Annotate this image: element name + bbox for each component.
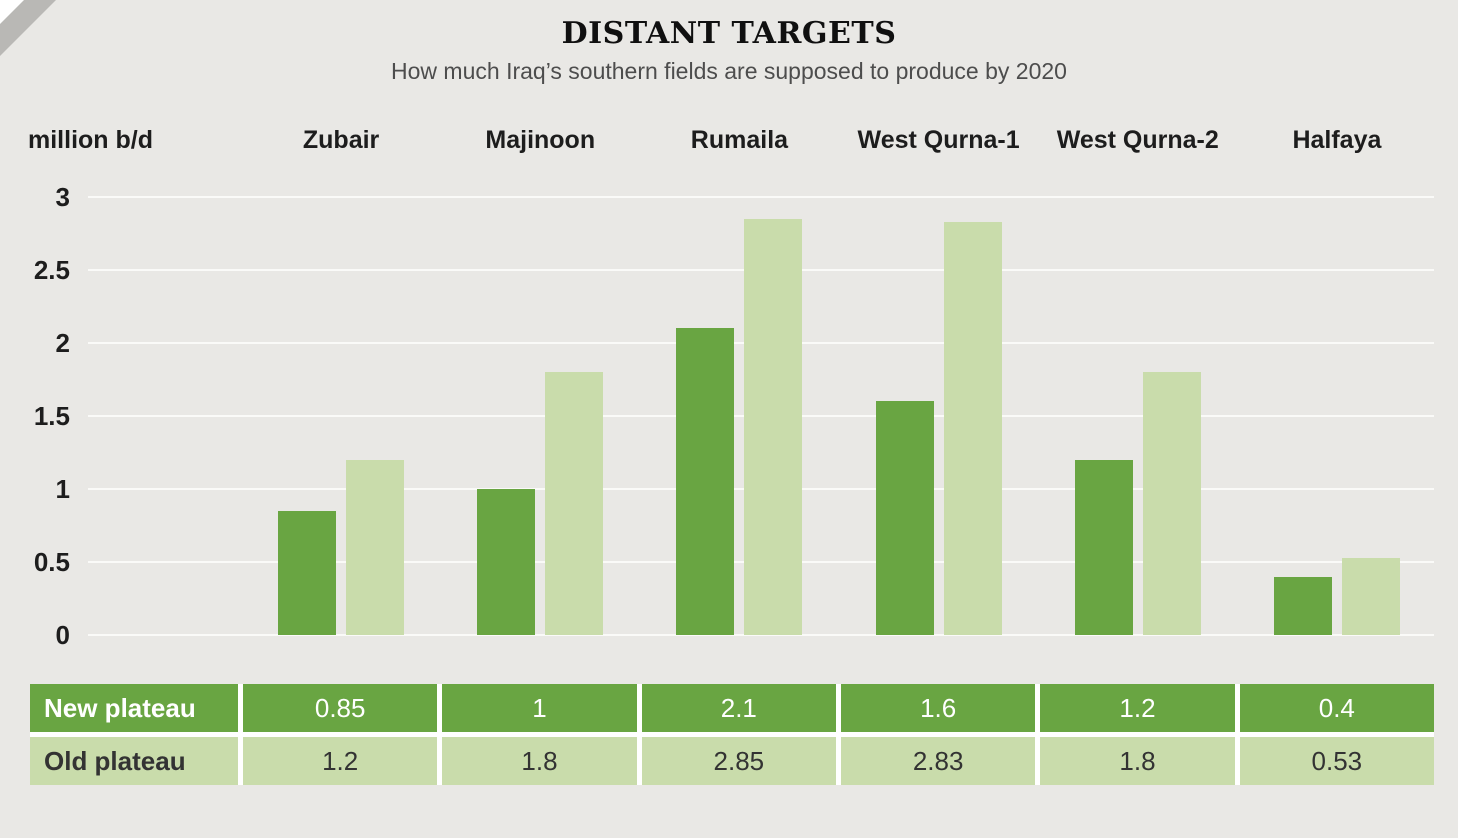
- y-tick-label-2: 2: [55, 328, 70, 358]
- category-label-majinoon: Majinoon: [485, 126, 596, 154]
- table-value-old-plateau-west-qurna-1: 2.83: [840, 737, 1036, 785]
- bar-new-plateau-west-qurna-1: [875, 401, 934, 635]
- y-tick-label-1-5: 1.5: [33, 401, 70, 431]
- table-value-new-plateau-rumaila: 2.1: [641, 684, 836, 732]
- table-value-new-plateau-majinoon: 1: [442, 684, 637, 732]
- y-tick-label-1: 1: [55, 474, 70, 504]
- bar-old-plateau-rumaila: [744, 218, 803, 635]
- legend-table: New plateau 0.85 1 2.1 1.6 1.2 0.4 Old plateau 1…: [30, 684, 1434, 785]
- bar-new-plateau-rumaila: [676, 328, 735, 635]
- bar-old-plateau-majinoon: [545, 372, 604, 635]
- y-axis-unit-label: million b/d: [28, 126, 153, 154]
- table-value-new-plateau-halfaya: 0.4: [1239, 684, 1434, 732]
- chart-title: DISTANT TARGETS: [561, 16, 897, 51]
- bar-new-plateau-west-qurna-2: [1074, 459, 1133, 635]
- table-value-old-plateau-zubair: 1.2: [243, 737, 438, 785]
- table-value-old-plateau-majinoon: 1.8: [442, 737, 637, 785]
- table-value-new-plateau-zubair: 0.85: [243, 684, 438, 732]
- bar-old-plateau-west-qurna-1: [943, 221, 1002, 635]
- category-label-rumaila: Rumaila: [690, 126, 789, 154]
- bar-new-plateau-majinoon: [477, 489, 536, 635]
- y-tick-label-2-5: 2.5: [33, 255, 70, 285]
- gridline-0: [88, 634, 1434, 636]
- category-label-west-qurna-1: West Qurna-1: [857, 126, 1020, 154]
- category-label-halfaya: Halfaya: [1292, 126, 1382, 154]
- category-header-row: Zubair Majinoon Rumaila West Qurna-1 West Qu…: [0, 126, 1458, 160]
- table-row-label-old-plateau: Old plateau: [30, 737, 238, 785]
- y-tick-label-3: 3: [55, 182, 70, 212]
- table-value-new-plateau-west-qurna-2: 1.2: [1040, 684, 1235, 732]
- table-value-old-plateau-west-qurna-2: 1.8: [1040, 737, 1235, 785]
- table-value-new-plateau-west-qurna-1: 1.6: [840, 684, 1036, 732]
- category-label-zubair: Zubair: [302, 126, 380, 154]
- corner-fold-notch: [0, 0, 24, 24]
- table-value-old-plateau-halfaya: 0.53: [1239, 737, 1434, 785]
- table-value-old-plateau-rumaila: 2.85: [641, 737, 836, 785]
- y-tick-label-0-5: 0.5: [33, 547, 70, 577]
- chart-subtitle: How much Iraq’s southern fields are supp…: [391, 58, 1067, 84]
- y-tick-label-0: 0: [55, 620, 70, 650]
- gridline-3: [88, 196, 1434, 198]
- bar-old-plateau-zubair: [346, 459, 405, 635]
- bar-new-plateau-zubair: [278, 510, 337, 635]
- bar-new-plateau-halfaya: [1273, 576, 1332, 635]
- bar-old-plateau-west-qurna-2: [1142, 372, 1201, 635]
- table-row-label-new-plateau: New plateau: [30, 684, 238, 732]
- bar-old-plateau-halfaya: [1341, 557, 1400, 635]
- category-label-west-qurna-2: West Qurna-2: [1056, 126, 1219, 154]
